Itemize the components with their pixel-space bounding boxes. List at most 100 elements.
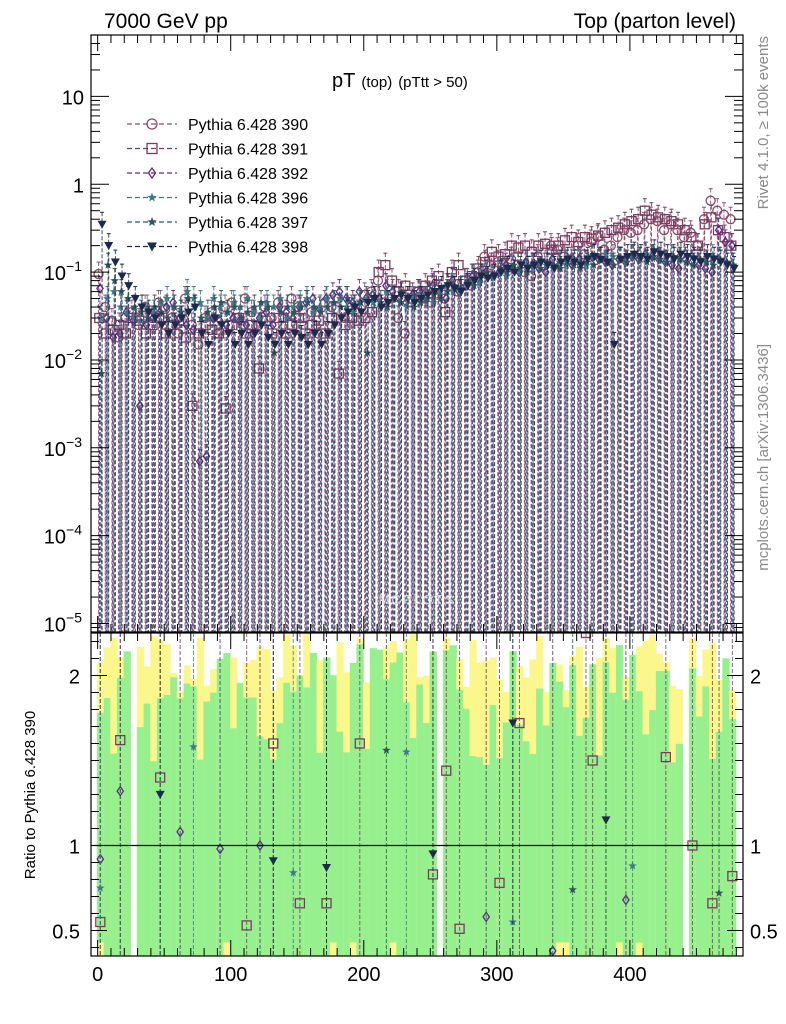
ratio-point xyxy=(587,755,598,766)
data-point xyxy=(143,313,153,322)
ratio-band-green xyxy=(163,694,171,956)
ratio-point xyxy=(580,633,592,639)
data-point xyxy=(479,256,491,268)
data-point xyxy=(376,298,386,307)
data-point xyxy=(513,242,524,253)
ratio-point xyxy=(268,857,278,866)
data-point xyxy=(216,298,226,307)
ratio-band-green xyxy=(316,752,324,956)
data-point xyxy=(236,302,245,311)
data-point xyxy=(383,302,392,311)
ratio-band-green xyxy=(323,657,331,956)
data-point xyxy=(662,257,672,266)
ratio-band-green xyxy=(695,716,704,956)
data-point xyxy=(242,319,251,331)
data-point xyxy=(366,306,378,318)
ratio-band-green xyxy=(336,731,344,956)
data-point xyxy=(669,255,679,264)
data-point xyxy=(528,264,538,273)
ratio-point xyxy=(189,742,198,751)
data-point xyxy=(363,348,372,357)
ratio-point xyxy=(354,738,365,749)
data-point xyxy=(602,249,611,258)
ratio-band-green xyxy=(183,683,191,956)
legend-label: Pythia 6.428 392 xyxy=(188,166,308,183)
data-point xyxy=(609,260,618,269)
data-point xyxy=(409,302,419,311)
ratio-band-green xyxy=(635,691,644,943)
data-point xyxy=(492,256,503,268)
data-point xyxy=(589,260,598,269)
data-point xyxy=(656,250,666,259)
ratio-band-green xyxy=(236,682,244,956)
data-point xyxy=(104,242,114,251)
data-point xyxy=(150,302,159,311)
data-point xyxy=(722,261,732,270)
mcplots-credit-label: mcplots.cern.ch [arXiv:1306.3436] xyxy=(755,344,772,571)
data-point xyxy=(593,230,604,241)
data-point xyxy=(242,294,252,303)
data-point xyxy=(177,314,187,323)
data-point xyxy=(376,303,386,312)
data-point xyxy=(499,249,511,260)
data-point xyxy=(652,216,663,227)
ratio-band-green xyxy=(103,698,111,956)
data-point xyxy=(629,250,639,259)
ratio-band-green xyxy=(203,701,211,956)
ratio-band-green xyxy=(276,723,284,956)
ratio-band-green xyxy=(669,762,677,956)
data-point xyxy=(216,302,225,311)
data-point xyxy=(282,313,292,322)
data-point xyxy=(469,281,479,290)
data-point xyxy=(702,257,712,266)
data-point xyxy=(243,307,252,316)
ratio-band-green xyxy=(482,764,491,956)
data-point xyxy=(237,329,247,338)
data-point xyxy=(110,258,120,267)
data-point xyxy=(137,303,147,312)
data-point xyxy=(182,319,191,331)
legend-item: Pythia 6.428 390 xyxy=(127,117,308,134)
data-point xyxy=(701,262,710,275)
ratio-band-green xyxy=(329,675,338,943)
data-point xyxy=(450,284,460,294)
legend-item: Pythia 6.428 397 xyxy=(127,215,308,232)
data-point xyxy=(396,291,406,300)
x-tick-label: 200 xyxy=(347,964,380,986)
ratio-band-green xyxy=(615,645,624,943)
data-point xyxy=(619,225,630,236)
data-point xyxy=(659,214,670,225)
ratio-point xyxy=(628,861,637,870)
ratio-band-green xyxy=(403,702,411,956)
data-point xyxy=(120,328,132,339)
data-point xyxy=(123,307,132,316)
ratio-band-green xyxy=(143,703,151,956)
data-point xyxy=(576,261,586,270)
data-point xyxy=(249,307,258,316)
data-point xyxy=(496,264,505,273)
ratio-band-green xyxy=(283,682,291,956)
data-point xyxy=(184,308,194,317)
ratio-band-green xyxy=(536,688,544,956)
y-tick-label: 10 xyxy=(62,87,84,109)
ratio-point xyxy=(508,719,518,728)
data-point xyxy=(349,307,358,316)
rivet-version-label: Rivet 4.1.0, ≥ 100k events xyxy=(755,36,772,209)
ratio-band-green xyxy=(689,668,697,956)
data-point xyxy=(386,275,398,286)
data-point xyxy=(536,258,546,267)
ratio-point xyxy=(256,839,264,852)
data-point xyxy=(150,314,160,323)
y-tick-label-exp: −3 xyxy=(66,434,82,450)
data-point xyxy=(633,214,644,225)
ratio-point xyxy=(176,826,185,838)
ratio-point xyxy=(294,898,306,909)
data-point xyxy=(410,298,420,308)
data-point xyxy=(197,329,207,338)
data-point xyxy=(608,252,618,261)
ratio-band-green xyxy=(389,662,397,943)
data-point xyxy=(136,316,145,325)
data-point xyxy=(503,264,513,273)
ratio-point xyxy=(482,911,491,923)
